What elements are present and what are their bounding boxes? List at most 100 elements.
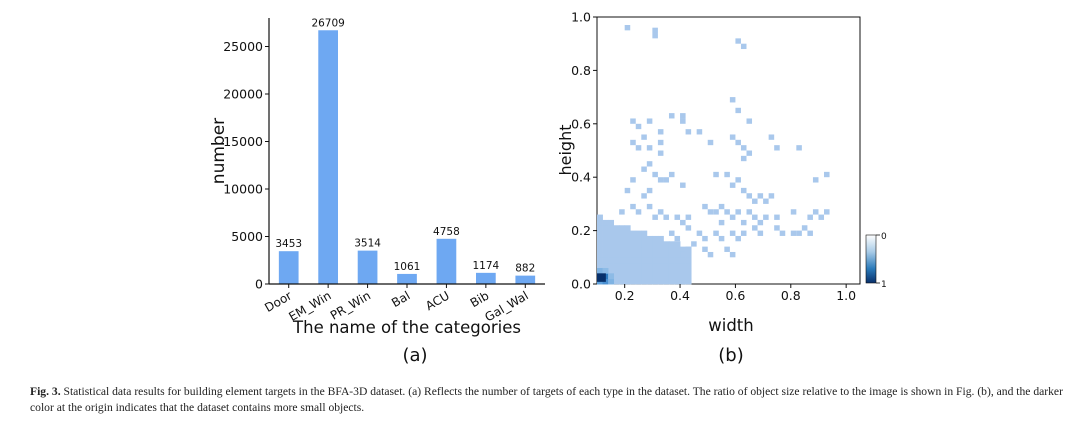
y-tick-label: 15000	[223, 134, 263, 149]
heatmap-cell	[657, 241, 664, 248]
heatmap-cell	[597, 267, 603, 274]
bar-ACU	[436, 238, 457, 284]
heatmap-cell	[735, 235, 741, 242]
heatmap-cell	[646, 161, 653, 167]
heatmap-cell	[668, 267, 675, 274]
heatmap-cell	[729, 134, 736, 140]
heatmap-cell	[746, 118, 753, 124]
heatmap-cell	[790, 209, 797, 215]
heatmap-cell	[752, 225, 758, 231]
heatmap-cell	[668, 113, 675, 119]
heatmap-cell	[613, 246, 620, 253]
heatmap-cell	[641, 241, 648, 248]
heatmap-cell	[696, 230, 703, 236]
heatmap-cell	[668, 278, 675, 285]
heatmap-cell	[790, 230, 797, 236]
heatmap-cell	[613, 262, 620, 269]
heatmap-cell	[768, 134, 775, 140]
y-tick-label: 0.2	[571, 223, 591, 238]
heatmap-cell	[685, 262, 692, 269]
heatmap-cell	[740, 230, 747, 236]
bar-EM_Win	[318, 30, 338, 285]
heatmap-cell	[652, 278, 659, 285]
heatmap-cell	[740, 219, 747, 226]
heatmap-cell	[680, 246, 686, 253]
heatmap-cell	[702, 203, 708, 210]
heatmap-cell	[630, 235, 637, 242]
heatmap-cell	[746, 150, 753, 156]
heatmap-cell	[602, 219, 609, 226]
heatmap-cell	[685, 278, 692, 285]
heatmap-cell	[597, 230, 603, 237]
heatmap-cell	[646, 235, 653, 242]
heatmap-cell	[729, 230, 736, 236]
heatmap-cell	[657, 251, 664, 258]
heatmap-cell	[774, 225, 780, 231]
heatmap-cell	[796, 230, 802, 236]
heatmap-cell	[646, 246, 653, 253]
heatmap-cell	[630, 273, 637, 280]
heatmap-cell	[619, 246, 626, 253]
heatmap-cell	[685, 257, 692, 264]
data-label: 1174	[472, 260, 499, 272]
heatmap-cell	[613, 267, 620, 274]
heatmap-cell	[646, 262, 653, 269]
data-label: 26709	[311, 17, 344, 29]
heatmap-cell	[729, 214, 736, 220]
heatmap-cell	[668, 257, 675, 264]
heatmap-cell	[691, 241, 697, 247]
heatmap-cell	[630, 230, 637, 237]
heatmap-cell	[668, 171, 675, 178]
heatmap-cell	[757, 219, 764, 226]
heatmap-cell	[768, 193, 775, 199]
heatmap-cell	[602, 257, 609, 264]
y-tick-label: 0.6	[571, 116, 591, 131]
heatmap-cell	[663, 267, 670, 274]
y-tick-label: 10000	[223, 182, 263, 197]
heatmap-cell	[663, 241, 670, 248]
colorbar-min-label: 1	[881, 280, 887, 290]
heatmap-cell	[668, 251, 675, 258]
heatmap-cell	[646, 257, 653, 264]
heatmap-cell	[685, 129, 692, 135]
heatmap-cell	[608, 235, 615, 242]
heatmap-cell	[740, 187, 747, 194]
heatmap-cell	[807, 230, 813, 236]
heatmap-cell	[608, 278, 615, 285]
x-tick-label: ACU	[423, 288, 452, 313]
heatmap-cell	[724, 171, 730, 178]
heatmap-cell	[652, 257, 659, 264]
data-label: 4758	[433, 226, 460, 238]
heatmap-cell	[668, 241, 675, 248]
heatmap-cell	[668, 230, 675, 236]
heatmap-cell	[674, 273, 681, 280]
heatmap-cell	[635, 235, 642, 242]
heatmap-cell	[641, 273, 648, 280]
heatmap-cell	[619, 262, 626, 269]
heatmap-cell	[646, 251, 653, 258]
heatmap-cell	[602, 235, 609, 242]
heatmap-cell	[752, 198, 758, 204]
heatmap-cell	[635, 267, 642, 274]
heatmap-cell	[630, 251, 637, 258]
heatmap-cell	[608, 219, 615, 226]
heatmap-cell	[652, 171, 658, 178]
heatmap-cell	[674, 246, 681, 253]
heatmap-cell	[635, 145, 642, 151]
bar-chart-panel: 3453 26709 3514 1061 4758 1174 882 0 5000 10000 1…	[209, 17, 545, 366]
heatmap-cell	[630, 262, 637, 269]
heatmap-cell	[668, 246, 675, 253]
heatmap-cell	[613, 278, 620, 285]
y-tick-label: 0.4	[571, 170, 591, 185]
heatmap-cell	[641, 193, 647, 199]
x-axis-title: The name of the categories	[292, 318, 521, 337]
heatmap-cell	[646, 145, 653, 151]
heatmap-cell	[630, 246, 637, 253]
heatmap-cell	[657, 273, 664, 280]
heatmap-cell	[641, 246, 648, 253]
heatmap-cell	[657, 246, 664, 253]
heatmap-cell	[646, 203, 653, 210]
heatmap-cell	[608, 225, 615, 231]
heatmap-cell	[680, 267, 686, 274]
heatmap-cell	[635, 241, 642, 248]
